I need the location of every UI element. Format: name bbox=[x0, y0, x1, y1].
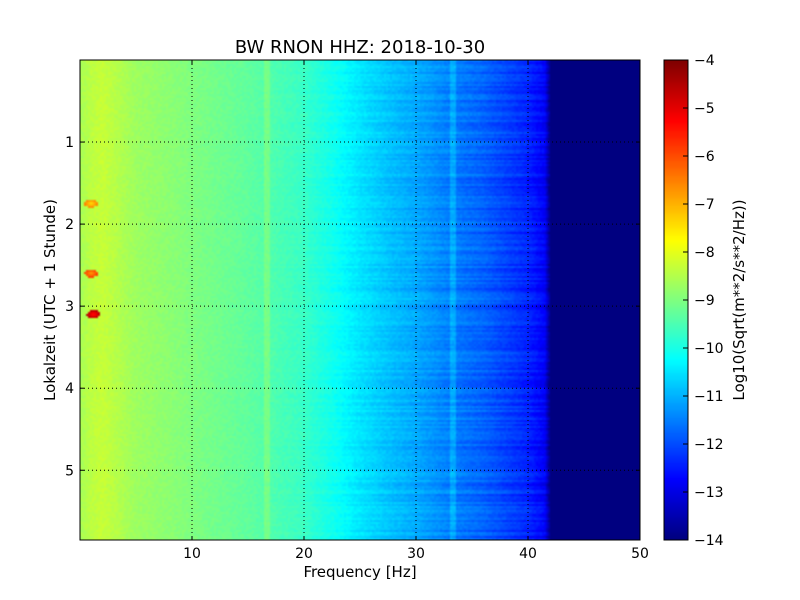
x-axis-ticks: 10 20 30 40 50 bbox=[183, 60, 649, 562]
y-tick-label: 3 bbox=[65, 299, 74, 315]
colorbar-tick-label: −13 bbox=[694, 485, 724, 501]
x-axis-label: Frequency [Hz] bbox=[303, 563, 416, 581]
y-tick-label: 2 bbox=[65, 217, 74, 233]
colorbar-ticks: −4 −5 −6 −7 −8 −9 −10 −11 −12 −13 −14 bbox=[683, 53, 724, 549]
grid-lines bbox=[80, 60, 640, 540]
y-tick-label: 1 bbox=[65, 135, 74, 151]
colorbar-tick-label: −12 bbox=[694, 437, 724, 453]
colorbar-label: Log10(Sqrt(m**2/s**2/Hz)) bbox=[730, 199, 748, 400]
colorbar-tick-label: −6 bbox=[694, 149, 715, 165]
x-tick-label: 40 bbox=[519, 546, 537, 562]
y-tick-label: 4 bbox=[65, 381, 74, 397]
colorbar-tick-label: −4 bbox=[694, 53, 715, 69]
y-axis-label: Lokalzeit (UTC + 1 Stunde) bbox=[41, 199, 59, 401]
x-tick-label: 30 bbox=[407, 546, 425, 562]
plot-frame bbox=[79, 59, 641, 541]
colorbar-tick-label: −9 bbox=[694, 293, 715, 309]
colorbar-tick-label: −10 bbox=[694, 341, 724, 357]
colorbar-tick-label: −11 bbox=[694, 389, 724, 405]
x-tick-label: 50 bbox=[631, 546, 649, 562]
x-tick-label: 10 bbox=[183, 546, 201, 562]
colorbar-tick-label: −5 bbox=[694, 101, 715, 117]
chart-title: BW RNON HHZ: 2018-10-30 bbox=[235, 37, 485, 58]
y-axis-ticks: 1 2 3 4 5 bbox=[65, 135, 640, 479]
spectrogram-heatmap bbox=[80, 60, 640, 540]
x-tick-label: 20 bbox=[295, 546, 313, 562]
colorbar-tick-label: −7 bbox=[694, 197, 715, 213]
y-tick-label: 5 bbox=[65, 463, 74, 479]
colorbar-tick-label: −14 bbox=[694, 533, 724, 549]
colorbar-tick-label: −8 bbox=[694, 245, 715, 261]
